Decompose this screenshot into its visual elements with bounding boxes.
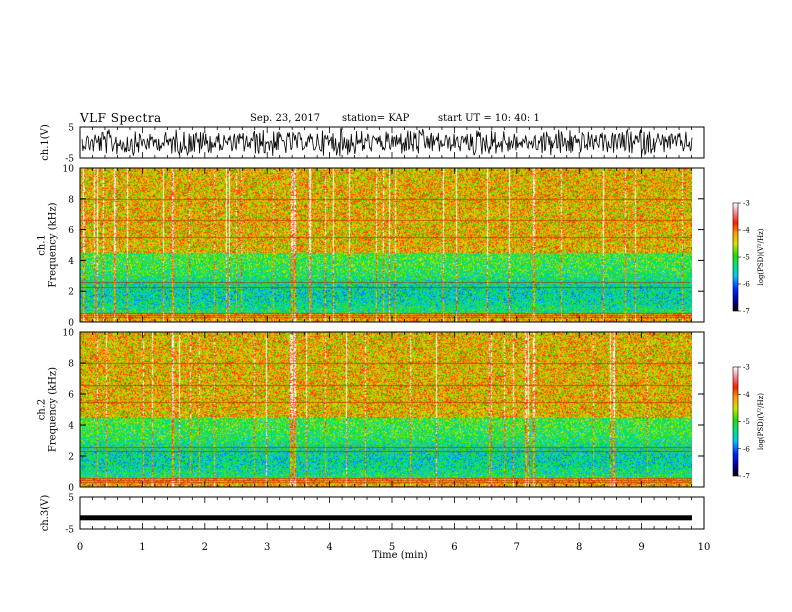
ch2-spectrogram-colorbar <box>733 367 738 476</box>
ch3-waveform-ylabel: ch.3(V) <box>40 495 51 532</box>
ch1-spectrogram-colorbar-tick-label-2: -5 <box>743 254 750 262</box>
time-axis-tick-label-0: 0 <box>77 542 83 553</box>
ch1-waveform-panel: 5 -5 ch.1(V) <box>40 124 705 165</box>
ch2-spectrogram-ytick-label-1: 2 <box>68 453 74 463</box>
ch2-spectrogram-colorbar-label: log(PSD)(V²/Hz) <box>757 393 765 450</box>
ch1-spectrogram-ylabel: ch.1Frequency (kHz) <box>37 202 59 287</box>
ch2-spectrogram-ylabel: ch.2Frequency (kHz) <box>37 367 59 452</box>
ch1-spectrogram-ytick-label-5: 10 <box>63 165 75 175</box>
time-axis-tick-label-3: 3 <box>264 542 270 553</box>
time-axis-tick-label-1: 1 <box>139 542 145 553</box>
ch1-spectrogram-colorbar-tick-label-1: -6 <box>743 281 750 289</box>
ch3-waveform-panel: 5 -5 ch.3(V) 0 1 2 3 4 5 6 7 8 9 10 Time (min) <box>40 494 710 562</box>
ch1-waveform-ytick-label-1: -5 <box>65 155 74 165</box>
ch1-spectrogram-image <box>80 168 692 322</box>
time-axis-tick-label-9: 9 <box>638 542 644 553</box>
time-axis-tick-label-7: 7 <box>514 542 520 553</box>
ch2-spectrogram-ytick-label-3: 6 <box>68 391 74 401</box>
ch1-spectrogram-colorbar-tick-label-0: -7 <box>743 308 750 316</box>
ch3-waveform-ytick-label-0: 5 <box>68 494 74 504</box>
ch2-spectrogram-ytick-label-2: 4 <box>68 422 74 432</box>
time-axis-tick-label-8: 8 <box>576 542 582 553</box>
ch2-spectrogram-colorbar-tick-label-3: -4 <box>743 391 750 399</box>
time-axis-label: Time (min) <box>372 550 427 561</box>
ch1-waveform-ytick-label-0: 5 <box>68 124 74 134</box>
ch2-spectrogram-colorbar-tick-label-1: -6 <box>743 445 750 453</box>
ch1-spectrogram-panel: 0 2 4 6 8 10 ch.1Frequency (kHz) -7 -6 -5 -4 -3 log(… <box>37 165 766 329</box>
ch1-spectrogram-colorbar-label: log(PSD)(V²/Hz) <box>757 228 765 285</box>
station-label: station= KAP <box>342 113 410 124</box>
ch1-spectrogram-colorbar-tick-label-3: -4 <box>743 227 750 235</box>
ch2-spectrogram-colorbar-tick-label-2: -5 <box>743 418 750 426</box>
ch2-spectrogram-ytick-label-0: 0 <box>68 484 74 494</box>
ch1-spectrogram-ytick-label-4: 8 <box>68 195 74 205</box>
ch3-waveform-ytick-label-1: -5 <box>65 526 74 536</box>
ch3-waveform-line <box>80 515 692 521</box>
ch2-spectrogram-colorbar-tick-label-0: -7 <box>743 473 750 481</box>
ch2-spectrogram-panel: 0 2 4 6 8 10 ch.2Frequency (kHz) -7 -6 -5 -4 -3 log(… <box>37 329 766 494</box>
time-axis-tick-label-2: 2 <box>202 542 208 553</box>
ch1-spectrogram-colorbar <box>733 203 738 311</box>
ch1-waveform-ylabel: ch.1(V) <box>40 124 51 161</box>
ch2-spectrogram-ytick-label-4: 8 <box>68 360 74 370</box>
ch1-spectrogram-ytick-label-2: 4 <box>68 257 74 267</box>
start-time-label: start UT = 10: 40: 1 <box>438 113 540 124</box>
ch1-spectrogram-colorbar-tick-label-4: -3 <box>743 200 750 208</box>
time-axis-tick-label-6: 6 <box>451 542 457 553</box>
ch1-spectrogram-ytick-label-1: 2 <box>68 288 74 298</box>
ch2-spectrogram-colorbar-tick-label-4: -3 <box>743 364 750 372</box>
date-label: Sep. 23, 2017 <box>250 113 321 124</box>
ch2-spectrogram-image <box>80 332 692 487</box>
plot-title: VLF Spectra <box>80 111 162 125</box>
time-axis-tick-label-4: 4 <box>326 542 332 553</box>
time-axis-tick-label-5: 5 <box>389 542 395 553</box>
ch1-spectrogram-ytick-label-0: 0 <box>68 319 74 329</box>
ch2-spectrogram-ytick-label-5: 10 <box>63 329 75 339</box>
ch1-waveform-line <box>81 128 693 157</box>
time-axis-tick-label-10: 10 <box>698 542 711 553</box>
ch1-spectrogram-ytick-label-3: 6 <box>68 226 74 236</box>
